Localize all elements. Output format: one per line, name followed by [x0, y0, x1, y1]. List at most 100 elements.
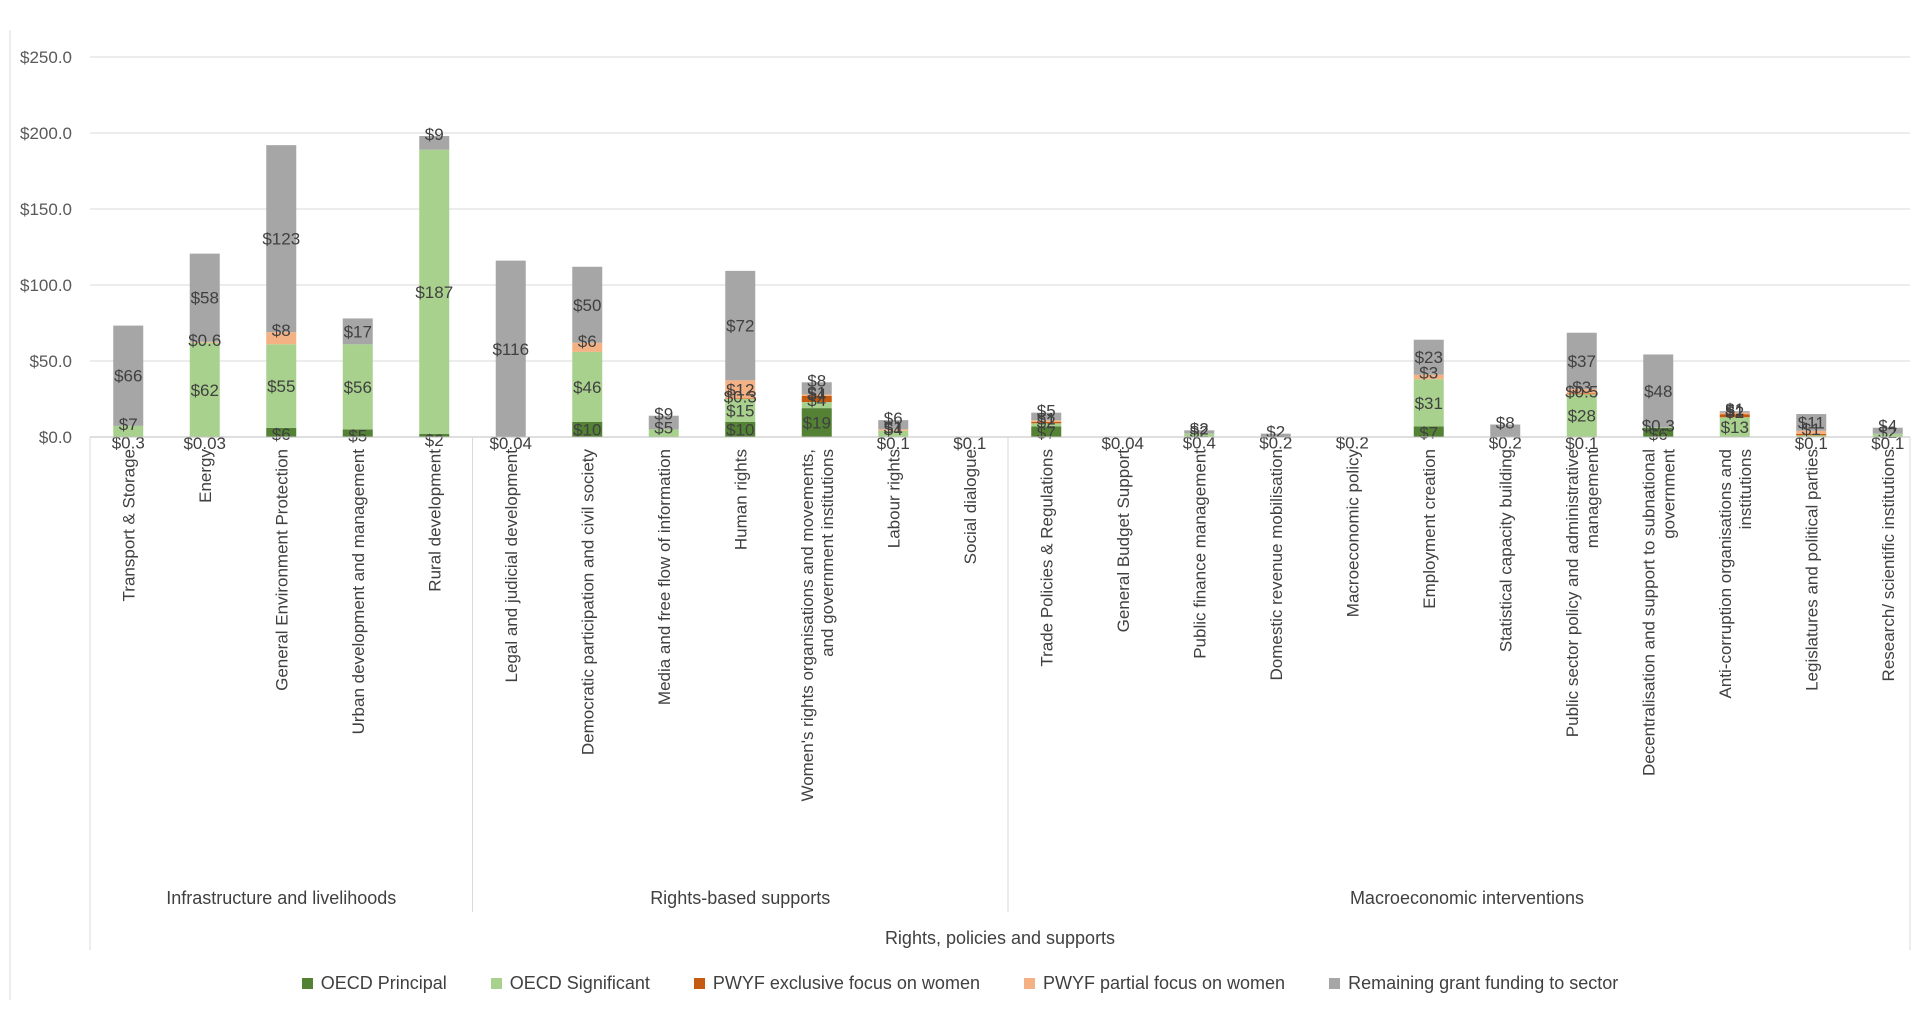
- data-label: $12: [726, 380, 754, 399]
- bar-segment: [266, 427, 297, 437]
- bar-segment: [419, 149, 450, 434]
- data-label: $17: [344, 322, 372, 341]
- legend-swatch: [490, 977, 502, 989]
- data-label: $6: [1649, 425, 1668, 444]
- legend-item: OECD Principal: [301, 973, 447, 994]
- data-label: $6: [884, 409, 903, 428]
- legend-swatch: [1329, 977, 1341, 989]
- data-label: $0.04: [1101, 434, 1144, 453]
- chart-legend: OECD Principal OECD Significant PWYF exclu…: [0, 968, 1920, 998]
- data-label: $2: [1725, 403, 1744, 422]
- data-label: $58: [191, 289, 219, 308]
- category-label: Human rights: [731, 449, 750, 550]
- y-tick-label: $200.0: [20, 124, 72, 143]
- category-label: Urban development and management: [349, 449, 368, 735]
- category-label: Democratic participation and civil socie…: [578, 449, 597, 756]
- bar-segment: [648, 429, 679, 437]
- category-label: Anti-corruption organisations andinstitu…: [1716, 449, 1755, 698]
- y-axis-tick-labels: $250.0 $200.0 $150.0 $100.0 $50.0 $0.0: [20, 48, 72, 447]
- data-label: $19: [803, 414, 831, 433]
- data-label: $0.1: [1565, 434, 1598, 453]
- legend-label: PWYF exclusive focus on women: [712, 972, 980, 993]
- category-label: Research/ scientific institutions: [1879, 449, 1898, 681]
- legend-swatch: [693, 977, 705, 989]
- data-label: $0.6: [188, 331, 221, 350]
- bar-segment: [801, 395, 832, 403]
- bar-segment: [1413, 339, 1444, 375]
- legend-swatch: [301, 977, 313, 989]
- bar-stack: [801, 382, 832, 437]
- bar-segment: [1872, 427, 1903, 434]
- category-label: General Environment Protection: [272, 449, 291, 691]
- data-label: $48: [1644, 382, 1672, 401]
- data-label: $0.03: [183, 434, 226, 453]
- bar-stack: [1643, 354, 1674, 437]
- data-label: $23: [1415, 348, 1443, 367]
- data-label: $0.2: [1489, 434, 1522, 453]
- bar-segment: [1719, 412, 1750, 415]
- bar-segment: [572, 342, 603, 352]
- data-label: $56: [344, 378, 372, 397]
- data-label: $187: [415, 283, 453, 302]
- category-label: Employment creation: [1420, 449, 1439, 609]
- data-label: $5: [1037, 402, 1056, 421]
- data-label: $72: [726, 317, 754, 336]
- data-label: $0.4: [1183, 433, 1216, 452]
- category-label: Public sector policy and administrativem…: [1563, 449, 1602, 737]
- bar-segment: [878, 430, 909, 437]
- legend-item: PWYF partial focus on women: [1023, 973, 1285, 994]
- bar-segment: [189, 341, 220, 343]
- data-label: $37: [1568, 352, 1596, 371]
- legend-item: Remaining grant funding to sector: [1329, 973, 1618, 994]
- category-label: Women's rights organisations and movemen…: [798, 449, 837, 802]
- bar-segment: [113, 325, 144, 426]
- category-label: Media and free flow of information: [655, 449, 674, 705]
- data-label: $1: [1725, 402, 1744, 421]
- bar-segment: [495, 260, 526, 437]
- y-tick-label: $50.0: [29, 352, 72, 371]
- group-labels: Infrastructure and livelihoods Rights-bas…: [166, 437, 1584, 912]
- bar-segment: [419, 433, 450, 437]
- data-label: $8: [272, 321, 291, 340]
- y-tick-label: $250.0: [20, 48, 72, 67]
- bar-segment: [266, 344, 297, 428]
- bar-segment: [1566, 394, 1597, 437]
- data-label: $46: [573, 378, 601, 397]
- bar-segment: [266, 332, 297, 345]
- bar-segment: [1719, 417, 1750, 437]
- bar-segment: [801, 394, 832, 396]
- bar-segment: [342, 429, 373, 437]
- bar-segment: [1719, 414, 1750, 418]
- category-label: Social dialogue: [961, 449, 980, 564]
- bar-segment: [1796, 414, 1827, 431]
- data-label: $4: [807, 385, 826, 404]
- data-label: $0.3: [1642, 416, 1675, 435]
- data-label: $8: [807, 371, 826, 390]
- category-label: Transport & Storage: [119, 449, 138, 601]
- bar-segment: [342, 344, 373, 430]
- data-label: $55: [267, 377, 295, 396]
- bar-stack: [648, 415, 679, 437]
- bar-segment: [878, 429, 909, 431]
- bar-segment: [1260, 433, 1291, 437]
- bar-stack: [1566, 332, 1597, 437]
- bar-segment: [1031, 420, 1062, 422]
- group-label: Rights-based supports: [650, 888, 830, 908]
- data-label: $50: [573, 296, 601, 315]
- data-label: $1: [1725, 400, 1744, 419]
- bar-segment: [878, 420, 909, 430]
- bar-stack: [113, 325, 144, 437]
- data-label: $7: [1037, 423, 1056, 442]
- data-label: $7: [1419, 423, 1438, 442]
- legend-item: PWYF exclusive focus on women: [693, 972, 980, 994]
- category-labels: Transport & Storage Energy General Environ…: [119, 449, 1898, 802]
- data-label: $1: [807, 383, 826, 402]
- bar-segment: [1413, 379, 1444, 427]
- group-label: Macroeconomic interventions: [1350, 888, 1584, 908]
- bar-stack: [1719, 411, 1750, 437]
- data-label: $8: [1496, 414, 1515, 433]
- bar-segment: [419, 136, 450, 150]
- data-label: $0.04: [489, 434, 532, 453]
- y-tick-label: $150.0: [20, 200, 72, 219]
